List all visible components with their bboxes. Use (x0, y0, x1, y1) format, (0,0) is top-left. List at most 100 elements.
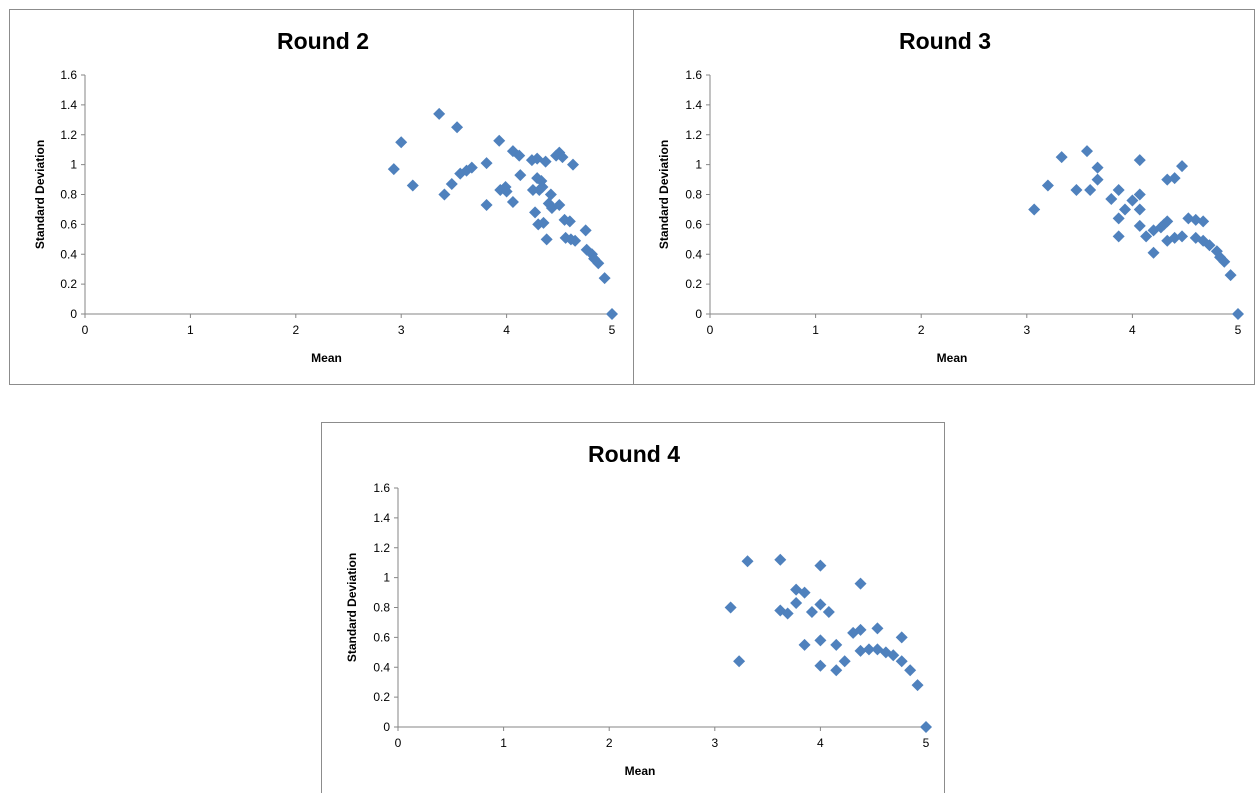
y-tick-label: 1.6 (60, 68, 77, 82)
data-point-marker (1091, 161, 1104, 174)
data-point-marker (406, 179, 419, 192)
data-point-marker (854, 644, 867, 657)
data-point-marker (514, 169, 527, 182)
data-point-marker (1112, 212, 1125, 225)
data-point-marker (862, 643, 875, 656)
y-tick-label: 1.4 (60, 98, 77, 112)
data-point-marker (1091, 173, 1104, 186)
data-point-marker (395, 136, 408, 149)
y-tick-label: 0.6 (685, 217, 702, 231)
data-point-marker (1028, 203, 1041, 216)
data-point-marker (588, 252, 601, 265)
data-point-marker (1133, 188, 1146, 201)
data-point-marker (1232, 308, 1244, 320)
data-point-marker (830, 638, 843, 651)
y-tick-label: 0.4 (60, 247, 77, 261)
data-point-marker (847, 626, 860, 639)
y-tick-label: 1.6 (685, 68, 702, 82)
y-tick-label: 0 (70, 307, 77, 321)
data-point-marker (1161, 234, 1174, 247)
data-point-marker (911, 679, 924, 692)
data-point-marker (563, 215, 576, 228)
data-point-marker (537, 216, 550, 229)
data-point-marker (1070, 184, 1083, 197)
x-tick-label: 1 (812, 323, 819, 337)
x-tick-label: 0 (707, 323, 714, 337)
data-point-marker (822, 605, 835, 618)
data-point-marker (387, 163, 400, 176)
data-point-marker (1119, 203, 1132, 216)
y-tick-label: 1 (70, 158, 77, 172)
y-tick-label: 0 (695, 307, 702, 321)
data-point-marker (724, 601, 737, 614)
x-axis-title: Mean (937, 351, 968, 365)
x-tick-label: 5 (923, 736, 930, 750)
x-tick-label: 5 (609, 323, 616, 337)
data-point-marker (1224, 269, 1237, 282)
x-tick-label: 4 (503, 323, 510, 337)
x-tick-label: 3 (398, 323, 405, 337)
y-tick-label: 0.2 (373, 690, 390, 704)
x-tick-label: 3 (711, 736, 718, 750)
data-point-marker (1112, 184, 1125, 197)
data-point-marker (895, 631, 908, 644)
data-point-marker (451, 121, 464, 134)
data-point-marker (1105, 192, 1118, 205)
data-point-marker (513, 149, 526, 162)
data-point-marker (814, 634, 827, 647)
y-tick-label: 1.2 (685, 128, 702, 142)
data-point-marker (1133, 219, 1146, 232)
scatter-points (724, 553, 932, 733)
x-tick-label: 3 (1023, 323, 1030, 337)
y-tick-label: 0.6 (373, 630, 390, 644)
data-point-marker (539, 155, 552, 168)
data-point-marker (480, 198, 493, 211)
chart-title: Round 3 (899, 28, 991, 54)
data-point-marker (790, 583, 803, 596)
x-tick-label: 5 (1235, 323, 1242, 337)
y-tick-label: 1.2 (60, 128, 77, 142)
x-tick-label: 1 (187, 323, 194, 337)
data-point-marker (1126, 194, 1139, 207)
scatter-chart-round-4: Round 4 0 0.2 0.4 0.6 0.8 1 1.2 1.4 1.6 0 1 2 3 4 5 Mean… (345, 441, 932, 778)
data-point-marker (830, 664, 843, 677)
x-tick-label: 2 (606, 736, 613, 750)
data-point-marker (871, 622, 884, 635)
data-point-marker (526, 184, 539, 197)
data-point-marker (1084, 184, 1097, 197)
data-point-marker (438, 188, 451, 201)
data-point-marker (445, 178, 458, 191)
data-point-marker (814, 659, 827, 672)
data-point-marker (798, 638, 811, 651)
data-point-marker (1080, 145, 1093, 158)
scatter-chart-round-2: Round 2 0 0.2 0.4 0.6 0.8 1 1.2 1.4 1.6 0 1 2 3 4 5 Mean… (33, 28, 618, 365)
data-point-marker (579, 224, 592, 237)
y-tick-label: 1.4 (685, 98, 702, 112)
y-tick-label: 1 (383, 571, 390, 585)
data-point-marker (1218, 255, 1231, 268)
chart-panel-round-2: Round 2 0 0.2 0.4 0.6 0.8 1 1.2 1.4 1.6 0 1 2 3 4 5 Mean… (9, 9, 635, 385)
data-point-marker (1140, 230, 1153, 243)
data-point-marker (1161, 173, 1174, 186)
y-tick-label: 0.2 (685, 277, 702, 291)
chart-panel-round-3: Round 3 0 0.2 0.4 0.6 0.8 1 1.2 1.4 1.6 0 1 2 3 4 5 Mean… (633, 9, 1255, 385)
chart-title: Round 4 (588, 441, 680, 467)
data-point-marker (1197, 215, 1210, 228)
y-tick-label: 1.6 (373, 481, 390, 495)
data-point-marker (480, 157, 493, 170)
data-point-marker (1133, 154, 1146, 167)
data-point-marker (493, 134, 506, 147)
x-tick-label: 1 (500, 736, 507, 750)
data-point-marker (1203, 239, 1216, 252)
data-point-marker (1176, 160, 1189, 173)
scatter-points (1028, 145, 1244, 320)
data-point-marker (1112, 230, 1125, 243)
data-point-marker (567, 158, 580, 171)
data-point-marker (920, 721, 932, 733)
data-point-marker (814, 559, 827, 572)
x-tick-label: 2 (292, 323, 299, 337)
data-point-marker (529, 206, 542, 219)
data-point-marker (790, 597, 803, 610)
data-point-marker (536, 181, 549, 194)
data-point-marker (556, 151, 569, 164)
